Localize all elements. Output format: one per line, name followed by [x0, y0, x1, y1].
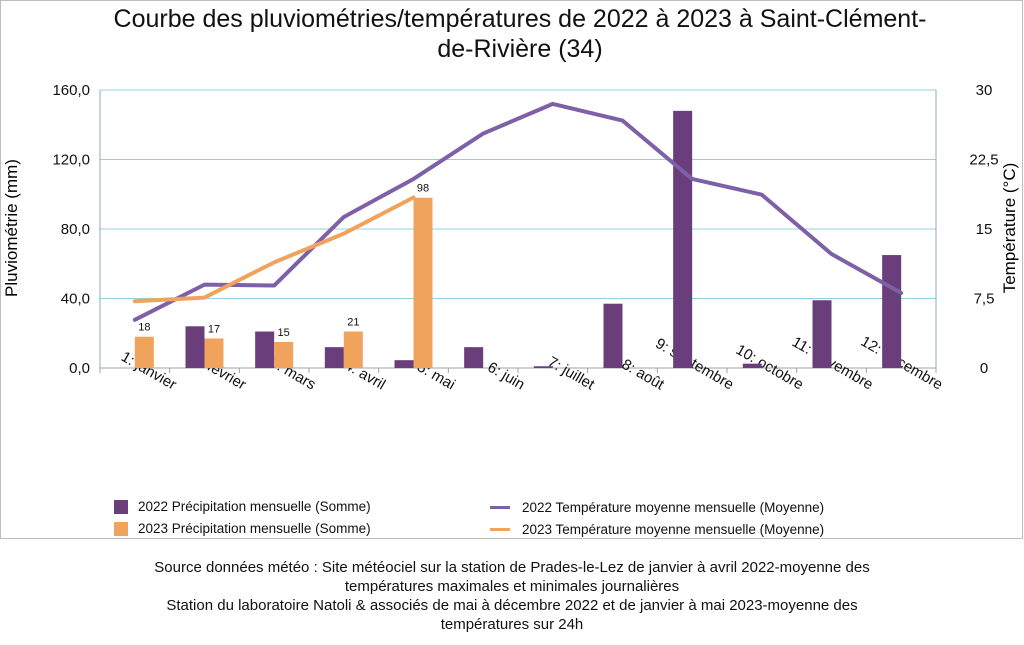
- data-label: 15: [278, 327, 290, 339]
- y-right-tick-label: 15: [976, 221, 993, 238]
- bar: [603, 303, 623, 368]
- x-tick-label: 6: juin: [484, 359, 527, 394]
- bar: [324, 347, 344, 368]
- source-line: températures sur 24h: [440, 616, 584, 633]
- data-label: 21: [347, 317, 359, 329]
- chart-title: Courbe des pluviométries/températures de…: [60, 4, 980, 64]
- bar: [394, 360, 414, 368]
- legend-label: 2022 Température moyenne mensuelle (Moye…: [522, 500, 825, 515]
- chart-frame: [0, 0, 1023, 539]
- y-right-tick-label: 30: [976, 82, 993, 99]
- y-right-tick-label: 7,5: [974, 291, 995, 308]
- y-right-axis-title: Température (°C): [1000, 162, 1019, 294]
- legend-item-2023-temp: 2023 Température moyenne mensuelle (Moye…: [490, 522, 824, 537]
- bar: [255, 331, 275, 368]
- y-left-tick-label: 80,0: [61, 221, 90, 238]
- legend-label: 2023 Température moyenne mensuelle (Moye…: [522, 522, 825, 537]
- x-tick-label: 9: septembre: [652, 335, 736, 393]
- data-label: 98: [417, 183, 429, 195]
- bar: [673, 110, 693, 368]
- bar: [134, 336, 154, 368]
- data-label: 18: [138, 322, 150, 334]
- y-left-tick-label: 120,0: [52, 152, 90, 169]
- legend-swatch: [490, 506, 510, 509]
- x-tick-label: 8: août: [619, 356, 668, 394]
- bar: [185, 326, 205, 368]
- bar: [533, 366, 553, 368]
- bar: [413, 197, 433, 368]
- source-line: Source données météo : Site météociel su…: [154, 559, 870, 576]
- chart-title-line-2: de-Rivière (34): [437, 35, 603, 63]
- y-right-tick-label: 22,5: [969, 152, 998, 169]
- bar: [882, 255, 902, 368]
- legend-item-2022-precip: 2022 Précipitation mensuelle (Somme): [114, 499, 371, 514]
- source-line: températures maximales et minimales jour…: [344, 578, 680, 595]
- y-left-tick-label: 0,0: [69, 360, 90, 377]
- chart-title-line-1: Courbe des pluviométries/températures de…: [113, 5, 927, 33]
- source-line: Station du laboratoire Natoli & associés…: [166, 597, 858, 614]
- bar: [204, 338, 224, 368]
- legend-swatch: [114, 521, 128, 536]
- y-left-axis-title: Pluviométrie (mm): [2, 159, 21, 297]
- y-right-tick-label: 0: [980, 360, 988, 377]
- legend-label: 2023 Précipitation mensuelle (Somme): [138, 521, 371, 536]
- bar: [274, 341, 294, 368]
- bar: [812, 300, 832, 368]
- bar: [343, 331, 363, 368]
- y-left-tick-label: 160,0: [52, 82, 90, 99]
- source-note: Source données météo : Site météociel su…: [0, 558, 1024, 634]
- series-line: [132, 195, 416, 304]
- x-tick-label: 7: juillet: [545, 353, 598, 394]
- y-left-tick-label: 40,0: [61, 291, 90, 308]
- data-label: 17: [208, 323, 220, 335]
- legend-item-2023-precip: 2023 Précipitation mensuelle (Somme): [114, 521, 371, 536]
- legend-item-2022-temp: 2022 Température moyenne mensuelle (Moye…: [490, 500, 824, 515]
- bar: [742, 363, 762, 368]
- legend-label: 2022 Précipitation mensuelle (Somme): [138, 499, 371, 514]
- legend-swatch: [114, 499, 128, 514]
- series-line: [132, 101, 904, 322]
- legend-swatch: [490, 528, 510, 531]
- bar: [464, 347, 484, 368]
